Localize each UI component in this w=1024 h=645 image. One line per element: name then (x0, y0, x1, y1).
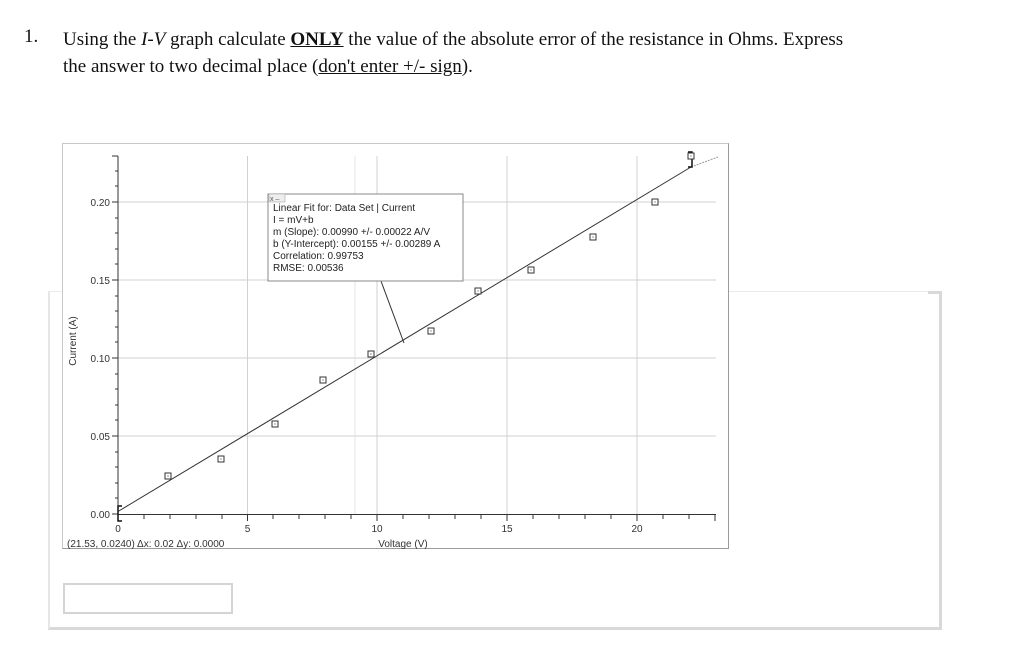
x-tick-label: 5 (245, 524, 251, 535)
fit-box-controls[interactable] (268, 193, 286, 203)
fit-slope: m (Slope): 0.00990 +/- 0.00022 A/V (273, 227, 430, 238)
x-tick-label: 10 (371, 524, 383, 535)
fit-rmse: RMSE: 0.00536 (273, 263, 344, 274)
question-underlined-note: don't enter +/- sign (318, 56, 462, 77)
answer-input[interactable] (63, 583, 233, 614)
linear-fit-box[interactable]: x – Linear Fit for: Data Set | Current I… (267, 193, 464, 282)
y-axis-label: Current (A) (68, 316, 79, 365)
x-tick-label: 15 (501, 524, 513, 535)
fit-correlation: Correlation: 0.99753 (273, 251, 364, 262)
grid (118, 156, 716, 514)
y-tick-label: 0.15 (91, 276, 111, 287)
x-tick-label: 0 (115, 524, 121, 535)
question-text-part: Using the (63, 29, 142, 50)
question-iv-term: I-V (141, 29, 166, 50)
iv-graph: 0.00 0.05 0.10 0.15 0.20 0 5 10 15 20 Vo… (62, 143, 729, 550)
linear-fit-line (117, 166, 692, 512)
question-text-part: the value of the absolute error of the r… (343, 29, 844, 50)
cursor-readout: (21.53, 0.0240) Δx: 0.02 Δy: 0.0000 (67, 539, 225, 550)
question-text-part: graph calculate (165, 29, 291, 50)
y-tick-label: 0.00 (91, 510, 111, 521)
iv-graph-canvas: 0.00 0.05 0.10 0.15 0.20 0 5 10 15 20 Vo… (67, 151, 719, 550)
fit-intercept: b (Y-Intercept): 0.00155 +/- 0.00289 A (273, 239, 441, 250)
range-start-bracket[interactable] (117, 505, 122, 522)
fit-equation: I = mV+b (273, 215, 314, 226)
x-tick-label: 20 (631, 524, 643, 535)
fit-box-close-icon[interactable]: x – (270, 196, 279, 203)
question-text-part: ). (461, 56, 473, 77)
question-number: 1. (24, 26, 39, 47)
x-axis-label: Voltage (V) (378, 539, 427, 550)
y-tick-label: 0.10 (91, 354, 111, 365)
axes (112, 155, 716, 521)
fit-box-leader (380, 280, 405, 344)
fit-title: Linear Fit for: Data Set | Current (273, 203, 415, 214)
question-emphasis-only: ONLY (290, 29, 344, 50)
question-text-part: the answer to two decimal place ( (63, 56, 319, 77)
y-tick-label: 0.20 (91, 198, 111, 209)
y-tick-label: 0.05 (91, 432, 111, 443)
question-text: Using the I-V graph calculate ONLY the v… (63, 26, 963, 80)
